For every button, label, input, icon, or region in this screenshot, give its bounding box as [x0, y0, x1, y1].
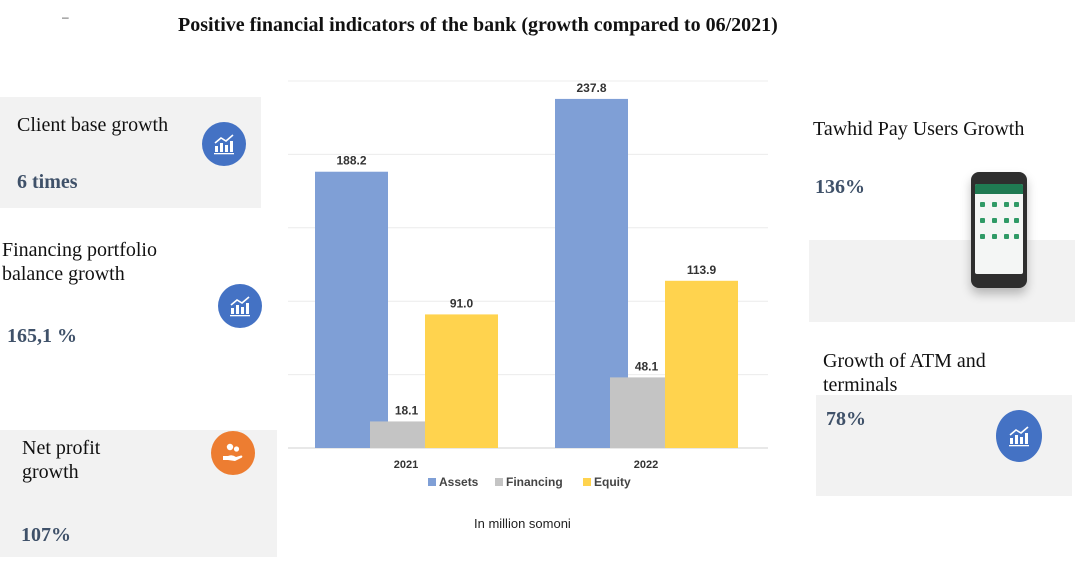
tawhid-value: 136%	[815, 176, 865, 198]
chart-growth-glyph	[230, 296, 250, 317]
app-tile	[1004, 202, 1009, 207]
tawhid-panel	[809, 240, 1075, 322]
data-label: 237.8	[576, 81, 606, 95]
client-base-value: 6 times	[17, 171, 78, 193]
legend-label-assets: Assets	[439, 475, 479, 489]
legend-swatch-equity	[583, 478, 591, 486]
legend-label-equity: Equity	[594, 475, 631, 489]
app-tile	[992, 234, 997, 239]
legend-swatch-financing	[495, 478, 503, 486]
app-tile	[992, 202, 997, 207]
app-tile	[1014, 218, 1019, 223]
app-tile	[992, 218, 997, 223]
data-label: 113.9	[687, 263, 717, 277]
data-label: 91.0	[450, 296, 474, 310]
chart-growth-icon	[218, 284, 262, 328]
chart-growth-glyph	[214, 134, 234, 155]
phone-app-bar	[975, 184, 1023, 194]
money-hand-glyph	[223, 443, 243, 461]
app-tile	[980, 202, 985, 207]
tawhid-label: Tawhid Pay Users Growth	[813, 118, 1025, 140]
chart-growth-icon	[996, 410, 1042, 462]
atm-value: 78%	[826, 408, 866, 430]
app-tile	[980, 234, 985, 239]
financing-value: 165,1 %	[7, 325, 77, 347]
bar-equity-2022	[665, 280, 738, 448]
unit-note: In million somoni	[474, 516, 571, 531]
phone-screen	[975, 184, 1023, 274]
client-base-label: Client base growth	[17, 114, 169, 136]
legend-swatch-assets	[428, 478, 436, 486]
x-tick-label: 2022	[634, 459, 658, 471]
app-tile	[1014, 234, 1019, 239]
net-profit-label-line2: growth	[22, 461, 79, 483]
data-label: 48.1	[635, 359, 659, 373]
bar-financing-2022	[610, 377, 683, 448]
financing-label-line1: Financing portfolio	[2, 239, 157, 261]
bar-assets-2021	[315, 171, 388, 448]
money-hand-icon	[211, 431, 255, 475]
app-tile	[1014, 202, 1019, 207]
page-title: Positive financial indicators of the ban…	[178, 14, 778, 36]
bar-assets-2022	[555, 98, 628, 448]
financing-label-line2: balance growth	[2, 263, 125, 285]
chart-growth-glyph	[1009, 426, 1029, 447]
app-tile	[1004, 218, 1009, 223]
legend-label-financing: Financing	[506, 475, 563, 489]
data-label: 18.1	[395, 403, 419, 417]
bar-financing-2021	[370, 421, 443, 448]
smartphone-icon	[971, 172, 1027, 288]
bar-equity-2021	[425, 314, 498, 448]
chart-growth-icon	[202, 122, 246, 166]
data-label: 188.2	[336, 154, 366, 168]
x-tick-label: 2021	[394, 459, 418, 471]
net-profit-value: 107%	[21, 524, 71, 546]
app-tile	[1004, 234, 1009, 239]
atm-label-line1: Growth of ATM and	[823, 350, 986, 372]
app-tile	[980, 218, 985, 223]
atm-label-line2: terminals	[823, 374, 898, 396]
net-profit-label-line1: Net profit	[22, 437, 101, 459]
corner-mark: –	[62, 10, 69, 24]
